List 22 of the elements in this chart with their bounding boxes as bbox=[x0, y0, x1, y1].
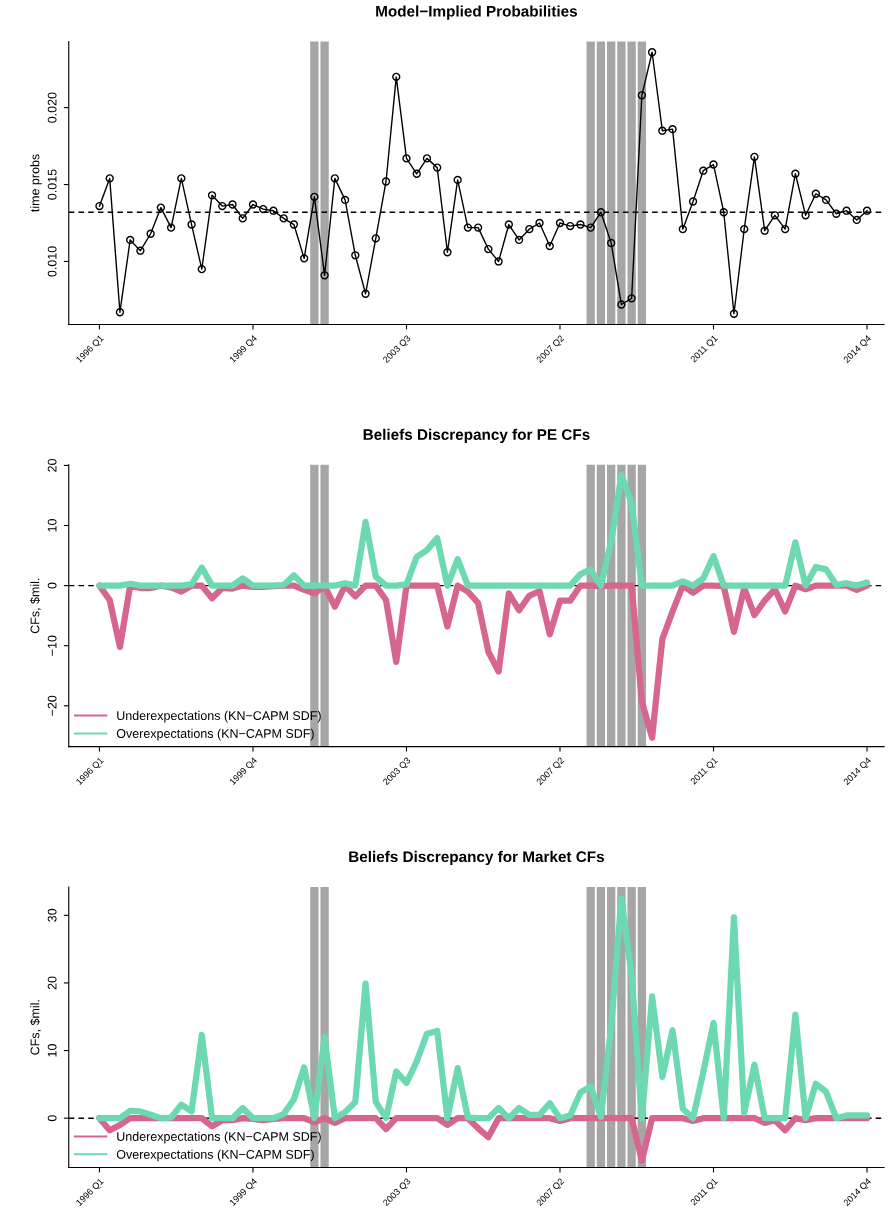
y-tick-label: 0.010 bbox=[47, 246, 57, 277]
y-tick-label: −10 bbox=[47, 635, 57, 656]
y-tick-label: −20 bbox=[47, 695, 57, 716]
y-axis-title: time probs bbox=[30, 154, 42, 212]
y-tick-label: 20 bbox=[47, 458, 57, 472]
y-tick-label: 10 bbox=[47, 519, 57, 532]
legend-label: Underexpectations (KN−CAPM SDF) bbox=[117, 1131, 321, 1144]
legend-label: Overexpectations (KN−CAPM SDF) bbox=[116, 1149, 314, 1162]
y-tick-label: 0.020 bbox=[47, 92, 57, 123]
legend-label: Overexpectations (KN−CAPM SDF) bbox=[116, 728, 314, 741]
legend-label: Underexpectations (KN−CAPM SDF) bbox=[117, 710, 321, 723]
y-tick-label: 0 bbox=[47, 1115, 57, 1122]
chart-title: Model−Implied Probabilities bbox=[376, 5, 578, 20]
y-tick-label: 10 bbox=[47, 1044, 57, 1057]
chart-title: Beliefs Discrepancy for Market CFs bbox=[349, 850, 605, 866]
y-tick-label: 0 bbox=[47, 582, 57, 589]
y-tick-label: 0.015 bbox=[47, 169, 57, 200]
y-tick-label: 20 bbox=[47, 976, 57, 990]
y-axis-title: CFs, $mil. bbox=[29, 578, 41, 634]
y-tick-label: 30 bbox=[47, 908, 57, 922]
chart-title: Beliefs Discrepancy for PE CFs bbox=[363, 428, 590, 443]
y-axis-title: CFs, $mil. bbox=[29, 1000, 41, 1055]
